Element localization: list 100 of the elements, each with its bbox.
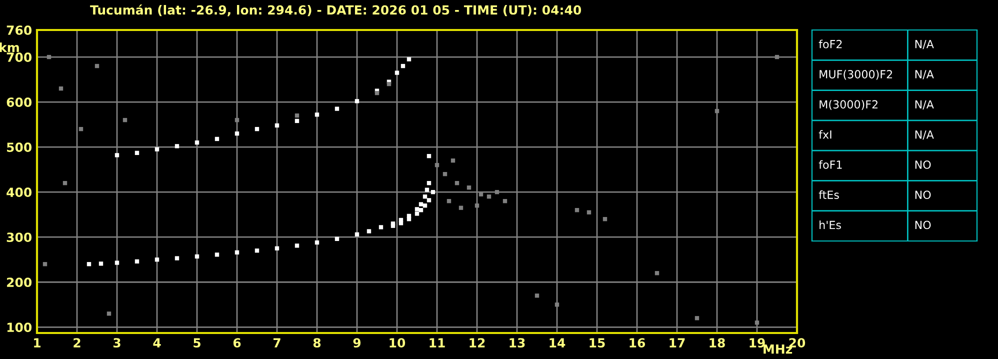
x-tick-label: 14 [550, 338, 566, 348]
point [486, 194, 492, 199]
point [714, 108, 720, 114]
y-axis-title: km [0, 42, 19, 52]
text: foF2 [818, 40, 842, 48]
point [174, 256, 180, 260]
point [386, 82, 392, 86]
point [422, 204, 428, 208]
point [366, 229, 372, 234]
x-tick-label: 17 [670, 338, 685, 348]
text: ftEs [818, 190, 839, 200]
point [354, 232, 360, 236]
y-tick-label: 100 [7, 322, 32, 332]
x-tick-label: 10 [390, 338, 406, 348]
point [442, 172, 448, 176]
point [602, 217, 608, 222]
point [294, 244, 300, 248]
point [414, 207, 420, 212]
x-tick-label: 9 [353, 338, 361, 348]
point [426, 154, 432, 158]
y-tick-label: 760 [6, 25, 32, 35]
x-tick-label: 2 [74, 338, 80, 348]
point [62, 180, 68, 186]
x-tick-label: 13 [510, 338, 525, 348]
text: N/A [915, 100, 934, 110]
point [454, 180, 460, 186]
point [214, 252, 220, 257]
x-tick-label: 3 [113, 338, 120, 348]
x-tick-label: 8 [313, 338, 321, 348]
text: NO [915, 160, 931, 169]
point [406, 217, 412, 222]
x-tick-label: 15 [590, 338, 605, 348]
point [378, 225, 384, 230]
text: M(3000)F2 [820, 100, 878, 110]
point [254, 248, 260, 253]
point [458, 206, 464, 210]
x-tick-label: 11 [430, 338, 445, 348]
x-tick-label: 4 [153, 338, 161, 348]
point [434, 162, 440, 168]
point [274, 246, 280, 250]
point [234, 250, 240, 254]
text: N/A [915, 40, 934, 50]
point [46, 54, 52, 60]
point [554, 302, 560, 307]
x-tick-label: 16 [630, 338, 646, 348]
point [534, 294, 540, 298]
point [58, 86, 64, 91]
point [42, 262, 48, 266]
point [574, 208, 580, 212]
text: foF1 [818, 160, 842, 169]
point [424, 188, 430, 192]
point [78, 126, 84, 132]
point [426, 180, 432, 186]
point [154, 258, 160, 262]
point [334, 106, 340, 111]
y-tick-label: 200 [7, 278, 32, 288]
point [106, 312, 112, 316]
point [774, 54, 780, 60]
point [450, 158, 456, 163]
text: N/A [915, 130, 934, 140]
text: h'Es [820, 220, 841, 230]
point [274, 123, 280, 128]
point [466, 185, 472, 190]
point [314, 112, 320, 117]
point [214, 136, 220, 142]
point [430, 190, 436, 194]
point [586, 210, 592, 214]
text: fxI [818, 130, 832, 139]
point [398, 221, 404, 226]
point [406, 57, 412, 62]
point [122, 118, 128, 122]
point [154, 147, 160, 152]
point [474, 204, 480, 208]
y-tick-label: 300 [6, 232, 32, 242]
y-tick-label: 700 [6, 52, 32, 62]
point [254, 126, 260, 132]
x-tick-label: 19 [750, 338, 765, 348]
x-tick-label: 1 [34, 338, 40, 348]
x-tick-label: 18 [710, 338, 725, 348]
text: N/A [915, 70, 934, 80]
point [134, 259, 140, 264]
y-tick-label: 400 [6, 188, 32, 198]
point [234, 131, 240, 136]
point [374, 90, 380, 96]
x-tick-label: 6 [233, 338, 241, 348]
point [494, 190, 500, 194]
x-tick-label: 7 [273, 338, 280, 348]
point [400, 64, 406, 68]
y-tick-label: 600 [6, 98, 32, 107]
point [394, 70, 400, 75]
point [194, 254, 200, 259]
point [294, 118, 300, 124]
point [446, 199, 452, 204]
y-tick-label: 500 [7, 142, 32, 152]
point [86, 262, 92, 266]
point [754, 320, 760, 325]
point [422, 194, 428, 199]
point [194, 140, 200, 145]
point [654, 271, 660, 276]
point [334, 236, 340, 241]
